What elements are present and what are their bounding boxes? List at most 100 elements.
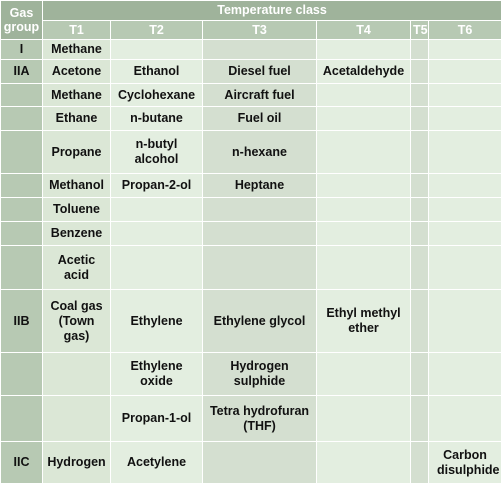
table-cell: Aircraft fuel: [202, 83, 317, 107]
table-cell: [410, 395, 429, 442]
table-cell: Methane: [42, 39, 111, 60]
table-cell: [316, 39, 411, 60]
table-cell: Propan-1-ol: [110, 395, 203, 442]
gas-group-cell: [0, 352, 43, 396]
table-cell: [427, 221, 501, 246]
table-cell: [427, 83, 501, 107]
gas-group-cell: IIB: [0, 289, 43, 353]
table-cell: [202, 197, 317, 222]
class-header-t3: T3: [202, 20, 317, 40]
table-row: Methane Cyclohexane Aircraft fuel: [0, 83, 501, 107]
table-cell: [110, 39, 203, 60]
table-cell: [410, 83, 429, 107]
table-cell: [427, 173, 501, 198]
gas-group-cell: [0, 395, 43, 442]
gas-group-header-label: Gas group: [3, 6, 40, 34]
table-cell: Methanol: [42, 173, 111, 198]
table-cell: [410, 59, 429, 84]
table-cell: [316, 130, 411, 174]
table-cell: [410, 289, 429, 353]
table-row: IIB Coal gas (Town gas) Ethylene Ethylen…: [0, 289, 501, 353]
table-cell: Ethylene: [110, 289, 203, 353]
table-cell: [202, 221, 317, 246]
table-cell: [410, 352, 429, 396]
table-cell: [202, 39, 317, 60]
gas-group-cell: IIC: [0, 441, 43, 484]
table-cell: [42, 395, 111, 442]
table-cell: [316, 441, 411, 484]
table-cell: [316, 83, 411, 107]
table-cell: Ethanol: [110, 59, 203, 84]
table-cell: Fuel oil: [202, 106, 317, 131]
table-cell: [202, 245, 317, 290]
table-cell: [427, 245, 501, 290]
table-row: I Methane: [0, 39, 501, 60]
table-cell: n-butane: [110, 106, 203, 131]
table-cell: Acetic acid: [42, 245, 111, 290]
table-cell: Ethane: [42, 106, 111, 131]
table-cell: [410, 39, 429, 60]
table-row: Acetic acid: [0, 245, 501, 290]
class-header-t6: T6: [427, 20, 501, 40]
table-cell: [316, 221, 411, 246]
table-cell: [202, 441, 317, 484]
gas-group-cell: [0, 173, 43, 198]
table-cell: Acetylene: [110, 441, 203, 484]
gas-group-cell: IIA: [0, 59, 43, 84]
table-row: Toluene: [0, 197, 501, 222]
table-cell: [410, 245, 429, 290]
table-row: IIC Hydrogen Acetylene Carbon disulphide: [0, 441, 501, 484]
table-cell: [427, 395, 501, 442]
table-cell: Ethylene oxide: [110, 352, 203, 396]
table-row: Ethylene oxide Hydrogen sulphide: [0, 352, 501, 396]
gas-group-cell: [0, 130, 43, 174]
table-cell: [316, 106, 411, 131]
gas-group-cell: [0, 106, 43, 131]
table-cell: [110, 197, 203, 222]
table-row: Propane n-butyl alcohol n-hexane: [0, 130, 501, 174]
table-cell: [316, 197, 411, 222]
table-row: Methanol Propan-2-ol Heptane: [0, 173, 501, 198]
table-cell: [410, 221, 429, 246]
table-cell: [427, 289, 501, 353]
table-cell: [427, 106, 501, 131]
table-cell: Carbon disulphide: [427, 441, 501, 484]
table-cell: [427, 352, 501, 396]
table-cell: [110, 245, 203, 290]
table-cell: Benzene: [42, 221, 111, 246]
table-cell: Toluene: [42, 197, 111, 222]
table-cell: [410, 130, 429, 174]
table-cell: [427, 59, 501, 84]
table-row: Propan-1-ol Tetra hydrofuran (THF): [0, 395, 501, 442]
table-cell: [410, 106, 429, 131]
table-cell: [42, 352, 111, 396]
class-header-t5: T5: [410, 20, 429, 40]
class-header-t1: T1: [42, 20, 111, 40]
table-cell: Coal gas (Town gas): [42, 289, 111, 353]
table-cell: [110, 221, 203, 246]
table-cell: Hydrogen sulphide: [202, 352, 317, 396]
table-cell: Acetone: [42, 59, 111, 84]
table-cell: Ethylene glycol: [202, 289, 317, 353]
table-row: IIA Acetone Ethanol Diesel fuel Acetalde…: [0, 59, 501, 84]
table-cell: [316, 173, 411, 198]
table-cell: Cyclohexane: [110, 83, 203, 107]
table-cell: Tetra hydrofuran (THF): [202, 395, 317, 442]
table-cell: [427, 197, 501, 222]
table-cell: Hydrogen: [42, 441, 111, 484]
table-cell: Propane: [42, 130, 111, 174]
table-cell: [316, 352, 411, 396]
table-cell: [316, 395, 411, 442]
table-cell: Diesel fuel: [202, 59, 317, 84]
gas-group-header: Gas group: [0, 0, 43, 40]
table-cell: n-butyl alcohol: [110, 130, 203, 174]
table-cell: n-hexane: [202, 130, 317, 174]
table-cell: [410, 197, 429, 222]
table-cell: [427, 130, 501, 174]
table-row: Benzene: [0, 221, 501, 246]
table-cell: [316, 245, 411, 290]
table-cell: Heptane: [202, 173, 317, 198]
temperature-class-header-label: Temperature class: [217, 3, 327, 17]
gas-group-cell: [0, 83, 43, 107]
